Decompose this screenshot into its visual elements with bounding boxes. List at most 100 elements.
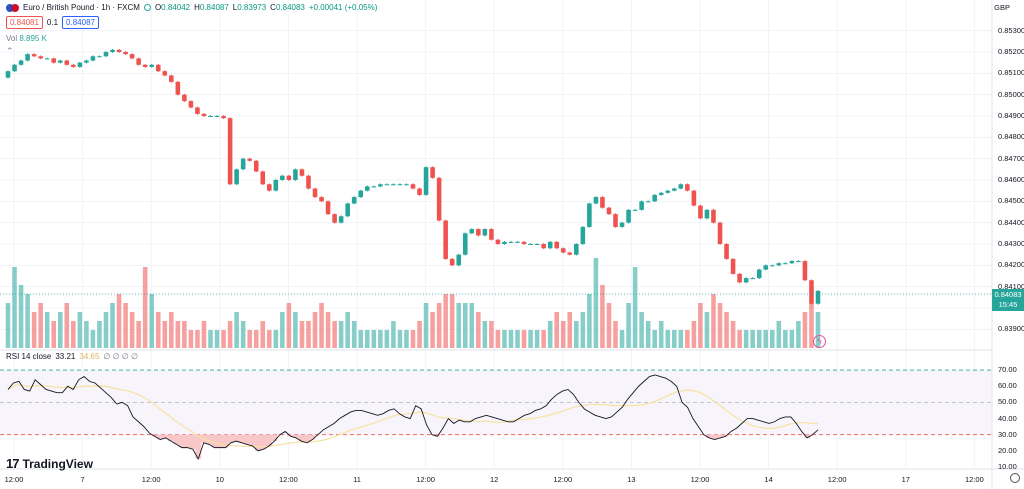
time-tick-label: 10 [215,475,224,484]
volume-bar [44,312,50,348]
volume-bar [574,321,579,348]
volume-bar [521,330,527,348]
volume-bar [469,303,475,348]
volume-bar [162,321,168,348]
volume-bar [338,321,344,348]
candle-body [391,184,396,186]
candle-body [756,269,762,279]
candle-body [51,58,57,63]
candle-body [31,54,37,57]
volume-bar [188,330,194,348]
price-tick-label: 0.85300 [998,25,1024,35]
candle-body [574,244,579,255]
volume-bar [554,312,559,348]
candle-body [38,56,43,59]
volume-bar [672,330,677,348]
sell-button[interactable]: 0.84081 [6,16,43,29]
candle-body [240,158,246,170]
candle-body [672,188,677,191]
volume-bar [123,303,128,348]
candle-body [110,49,115,52]
price-tick-label: 0.84800 [998,132,1024,142]
candle-body [378,184,383,187]
price-tick-label: 0.84300 [998,239,1024,248]
candle-body [789,261,795,264]
candle-body [704,209,710,219]
candle-body [515,241,520,243]
rsi-oversold-fill [151,434,811,459]
volume-bar [240,321,246,348]
candle-body [227,118,233,185]
price-tick-label: 0.84100 [998,281,1024,291]
time-tick-label: 13 [627,475,636,484]
candle-body [639,201,644,210]
volume-value: 8.895 K [19,34,47,43]
candle-body [299,169,305,176]
rsi-tick-label: 50.00 [998,397,1017,407]
candle-body [534,244,540,245]
volume-bar [724,312,729,348]
volume-bar [142,267,148,348]
candle-body [12,64,17,72]
rsi-line [7,374,819,461]
candle-body [253,160,259,172]
volume-label: Vol [6,34,18,43]
symbol-name[interactable]: Euro / British Pound · 1h · FXCM [23,3,140,12]
high-value: H0.84087 [194,3,229,12]
candle-body [155,64,161,72]
volume-bar [71,321,76,348]
volume-bar [391,321,396,348]
lightning-icon[interactable]: ϟ [813,335,826,348]
spread-value: 0.1 [46,18,59,27]
candle-body [436,177,442,221]
candle-body [482,229,488,236]
settings-gear-icon[interactable] [1010,473,1020,483]
candle-body [606,207,612,215]
currency-label[interactable]: GBP [994,3,1010,12]
volume-bar [508,330,514,348]
candle-body [338,216,344,223]
candle-body [345,203,350,217]
volume-bar [456,303,462,348]
candle-body [90,56,96,61]
rsi-tick-label: 30.00 [998,429,1017,439]
candle-body [103,52,109,57]
bid-ask-row: 0.84081 0.1 0.84087 [6,16,99,29]
rsi-label[interactable]: RSI 14 close [6,352,52,361]
buy-button[interactable]: 0.84087 [62,16,99,29]
rsi-tick-label: 20.00 [998,445,1017,455]
volume-bar [247,330,252,348]
time-tick-label: 12 [490,475,499,484]
volume-bar [410,330,416,348]
volume-bar [286,303,292,348]
volume-bar [64,303,70,348]
volume-bar [332,321,337,348]
volume-bar [325,312,331,348]
volume-bar [658,321,664,348]
volume-bar [51,321,57,348]
volume-bar [201,321,207,348]
volume-bar [110,303,115,348]
candle-body [286,175,292,180]
volume-bar [364,330,370,348]
volume-bar [195,330,200,348]
volume-bar [84,321,89,348]
candle-body [188,101,194,108]
candle-body [293,169,298,180]
candle-body [306,175,311,189]
volume-bar [763,330,769,348]
candle-body [247,158,252,161]
volume-bar [756,330,762,348]
volume-bar [129,312,135,348]
price-tick-label: 0.85200 [998,47,1024,56]
candle-body [5,71,11,78]
volume-bar [397,330,403,348]
candle-body [717,222,723,244]
volume-bar [31,312,37,348]
volume-bar [77,312,83,348]
price-tick-label: 0.84500 [998,196,1024,206]
candle-body [685,184,690,191]
collapse-chevron-icon[interactable]: ⌃ [6,46,14,56]
volume-bar [103,312,109,348]
